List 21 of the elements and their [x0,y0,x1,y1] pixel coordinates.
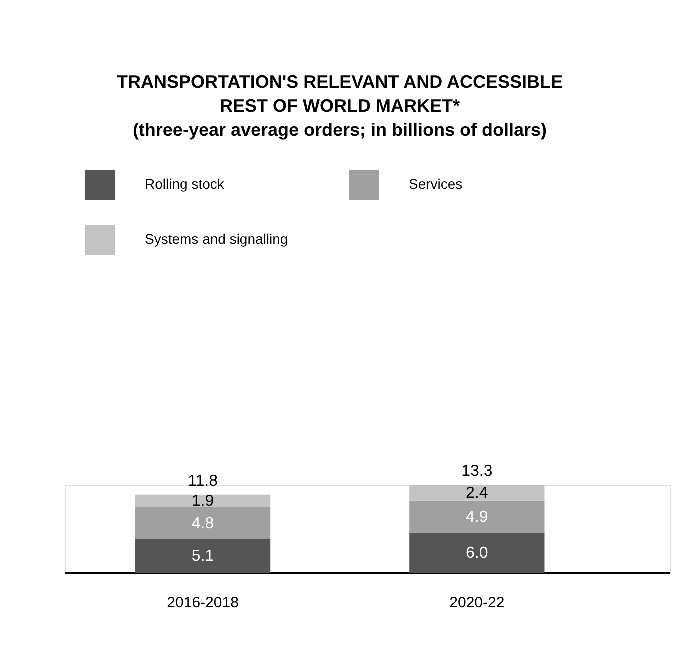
bar [410,485,545,501]
total-label: 11.8 [188,472,218,490]
bar [135,539,271,573]
chart-subtitle: (three-year average orders; in billions of dollars) [132,120,548,140]
bar [410,500,545,534]
legend-label: Systems and signalling [145,231,288,247]
data-label: 4.8 [192,515,214,532]
legend-label: Services [409,176,463,192]
chart-title: TRANSPORTATION'S RELEVANT AND ACCESSIBLE REST OF WORLD MARKET* [117,72,563,116]
x-tick-label: 2016-2018 [167,594,239,612]
total-label: 13.3 [462,463,493,480]
data-label: 2.4 [466,484,488,502]
bar [135,494,271,508]
bar [410,533,545,573]
bar [135,507,271,540]
data-label: 1.9 [192,493,214,510]
legend-label: Rolling stock [145,176,226,192]
data-label: 6.0 [466,545,488,562]
x-tick-label: 2020-22 [450,594,505,612]
data-label: 5.1 [192,548,214,566]
data-label: 4.9 [466,509,488,526]
